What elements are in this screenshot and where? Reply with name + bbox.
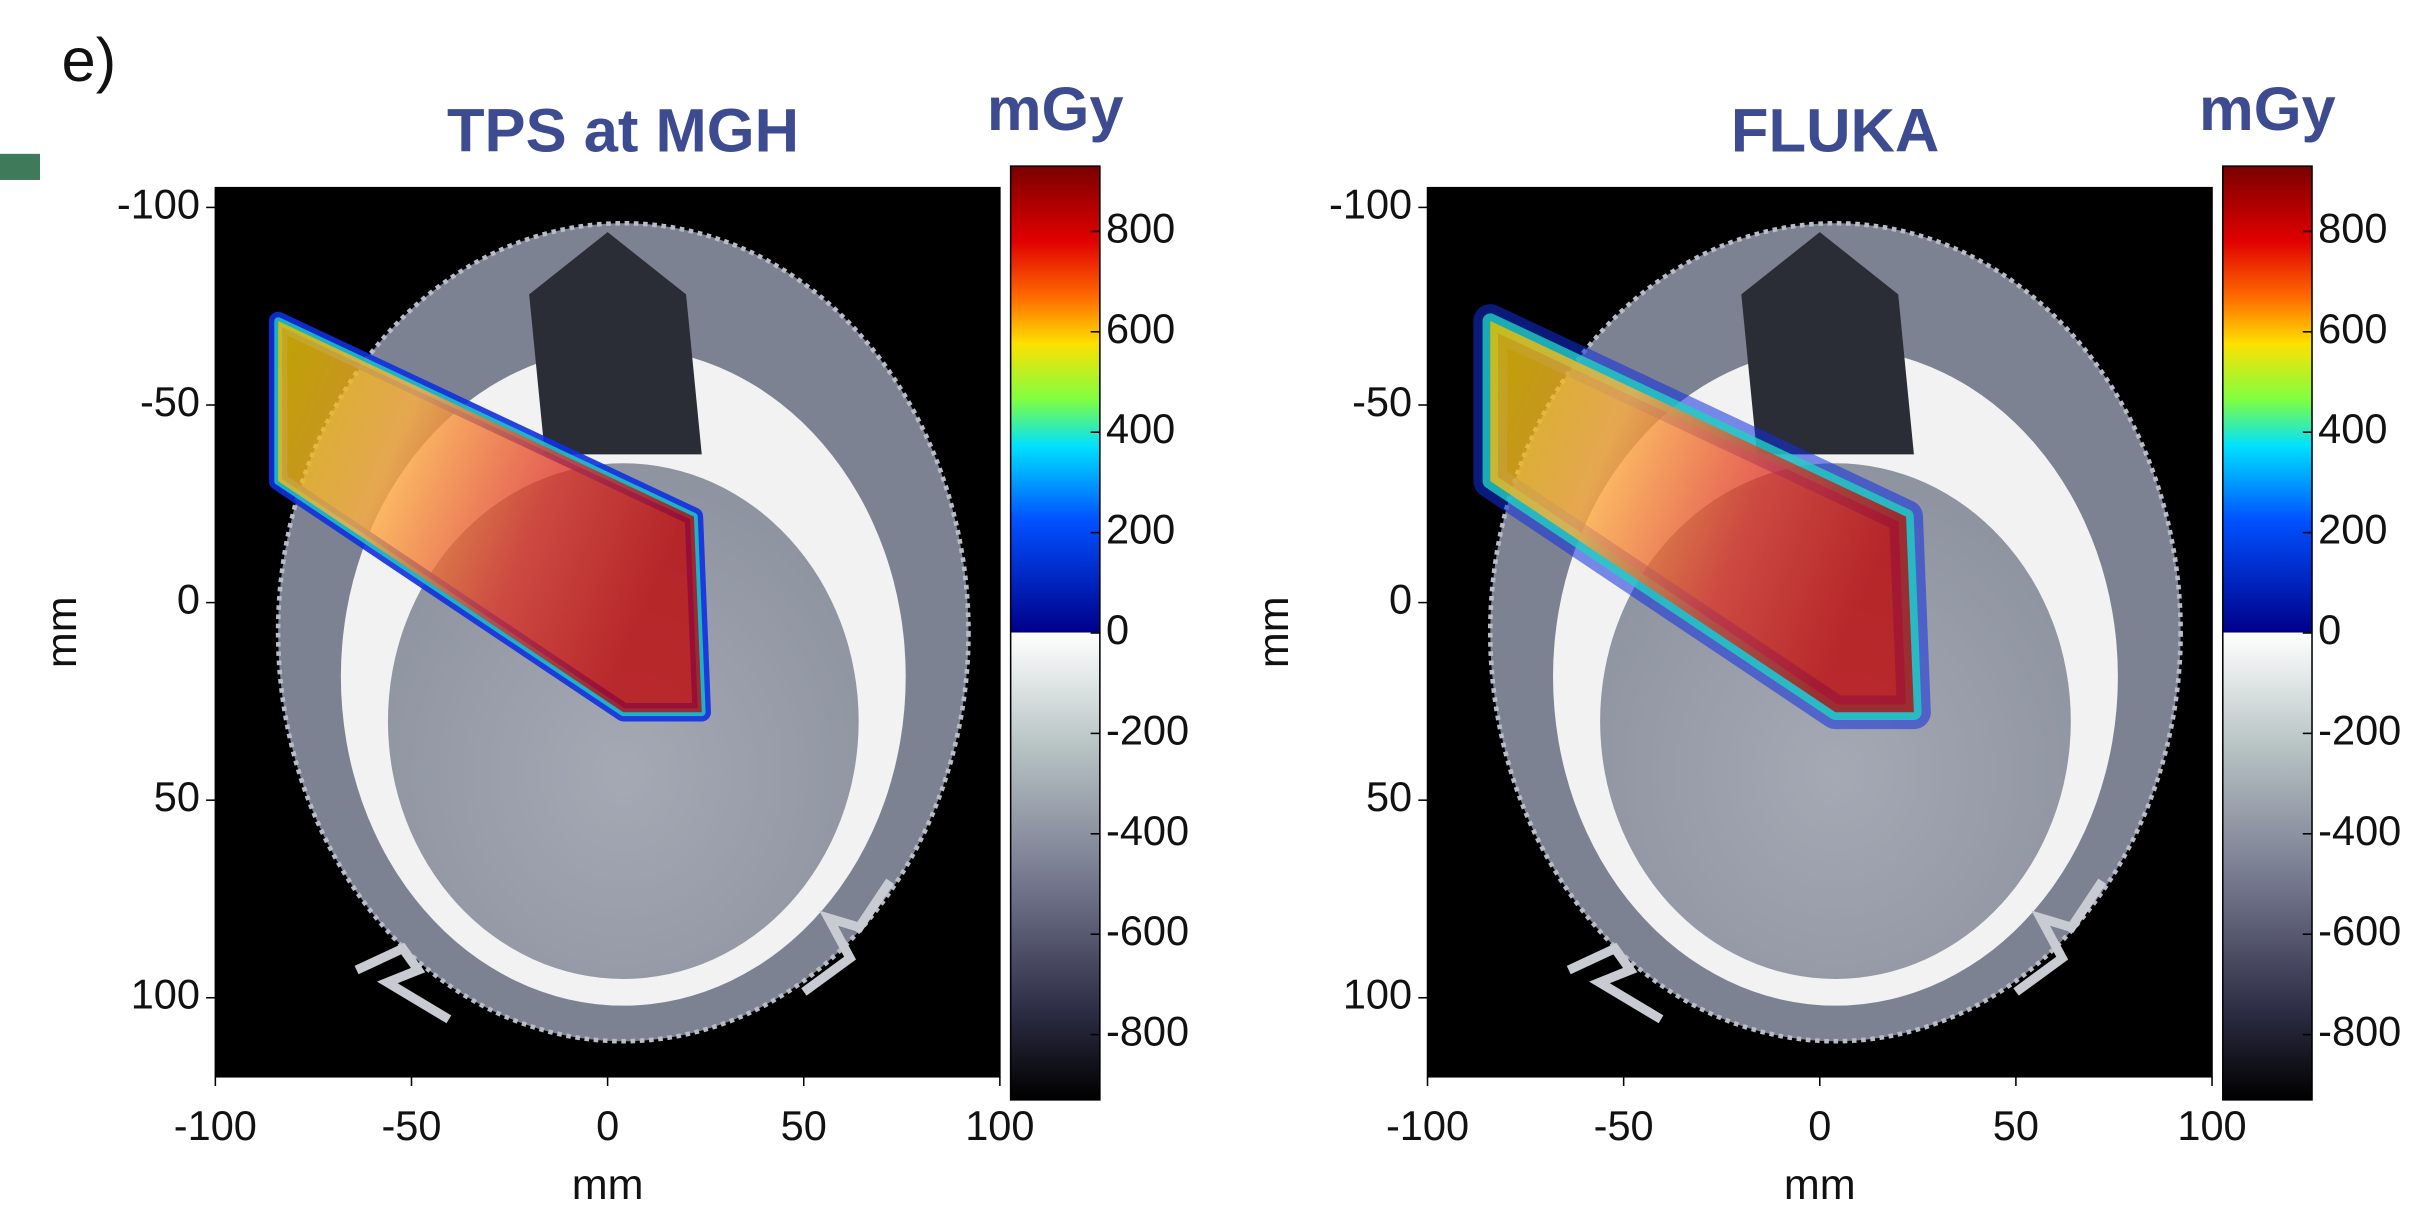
y-tick-label: 0 [1389,576,1412,623]
colorbar-tick-label: -400 [1106,807,1189,854]
colorbar-tick-label: -600 [1106,907,1189,954]
colorbar [1009,165,1101,1101]
colorbar [2222,165,2313,1101]
x-tick-label: 0 [596,1102,619,1149]
headrest-right [2013,878,2107,996]
headrest-left [354,942,452,1024]
x-tick-label: 100 [2177,1102,2246,1149]
colorbar-tick-label: 400 [1106,405,1175,452]
y-tick-label: 100 [1343,971,1412,1018]
x-tick-label: 50 [781,1102,827,1149]
y-tick-label: 0 [177,576,200,623]
colorbar-tick-label: 200 [2318,506,2387,553]
colorbar-tick-label: 200 [1106,506,1175,553]
y-tick-label: -100 [1329,180,1412,227]
colorbar-tick-label: 400 [2318,405,2387,452]
x-tick-label: -100 [1386,1102,1469,1149]
colorbar-tick-label: -800 [2318,1008,2401,1055]
colorbar-tick-label: -800 [1106,1008,1189,1055]
colorbar-tick-label: 0 [1106,606,1129,653]
colorbar-tick-label: 600 [2318,305,2387,352]
y-axis-label: mm [1250,596,1298,668]
sinus [1741,232,1914,455]
colorbar-tick-label: 600 [1106,305,1175,352]
colorbar-tick-label: 800 [1106,204,1175,251]
colorbar-label: mGy [2199,75,2336,144]
sinus [529,232,702,455]
dose-region [1490,321,1914,713]
x-tick-label: 100 [965,1102,1034,1149]
x-tick-label: -50 [1594,1102,1654,1149]
chart-title: TPS at MGH [447,97,799,166]
colorbar-tick-label: -200 [1106,706,1189,753]
colorbar-tick-label: -200 [2318,706,2401,753]
y-tick-label: -100 [117,180,200,227]
y-tick-label: 50 [154,773,200,820]
headrest-left [1566,942,1664,1024]
x-axis-label: mm [1784,1161,1856,1208]
colorbar-tick-label: 0 [2318,606,2341,653]
y-tick-label: 100 [131,971,200,1018]
colorbar-tick-label: -600 [2318,907,2401,954]
decor-bar [0,153,40,180]
y-tick-label: -50 [1352,378,1412,425]
colorbar-label: mGy [987,75,1124,144]
x-tick-label: 50 [1993,1102,2039,1149]
panel: -100 -50 0 50 100 -100 -50 0 50 100 mm mm TPS at MGH… [38,75,1189,1208]
y-axis-label: mm [38,596,86,668]
y-tick-label: -50 [140,378,200,425]
y-tick-label: 50 [1366,773,1412,820]
x-tick-label: -50 [381,1102,441,1149]
headrest-right [801,878,894,996]
panel-label: e) [62,26,117,95]
dose-region [278,321,702,713]
x-axis-label: mm [572,1161,644,1208]
panel: -100 -50 0 50 100 -100 -50 0 50 100 mm mm FLUKA mGy -8… [1250,75,2401,1208]
chart-title: FLUKA [1731,97,1939,166]
colorbar-tick-label: 800 [2318,204,2387,251]
colorbar-tick-label: -400 [2318,807,2401,854]
x-tick-label: -100 [174,1102,257,1149]
x-tick-label: 0 [1808,1102,1831,1149]
